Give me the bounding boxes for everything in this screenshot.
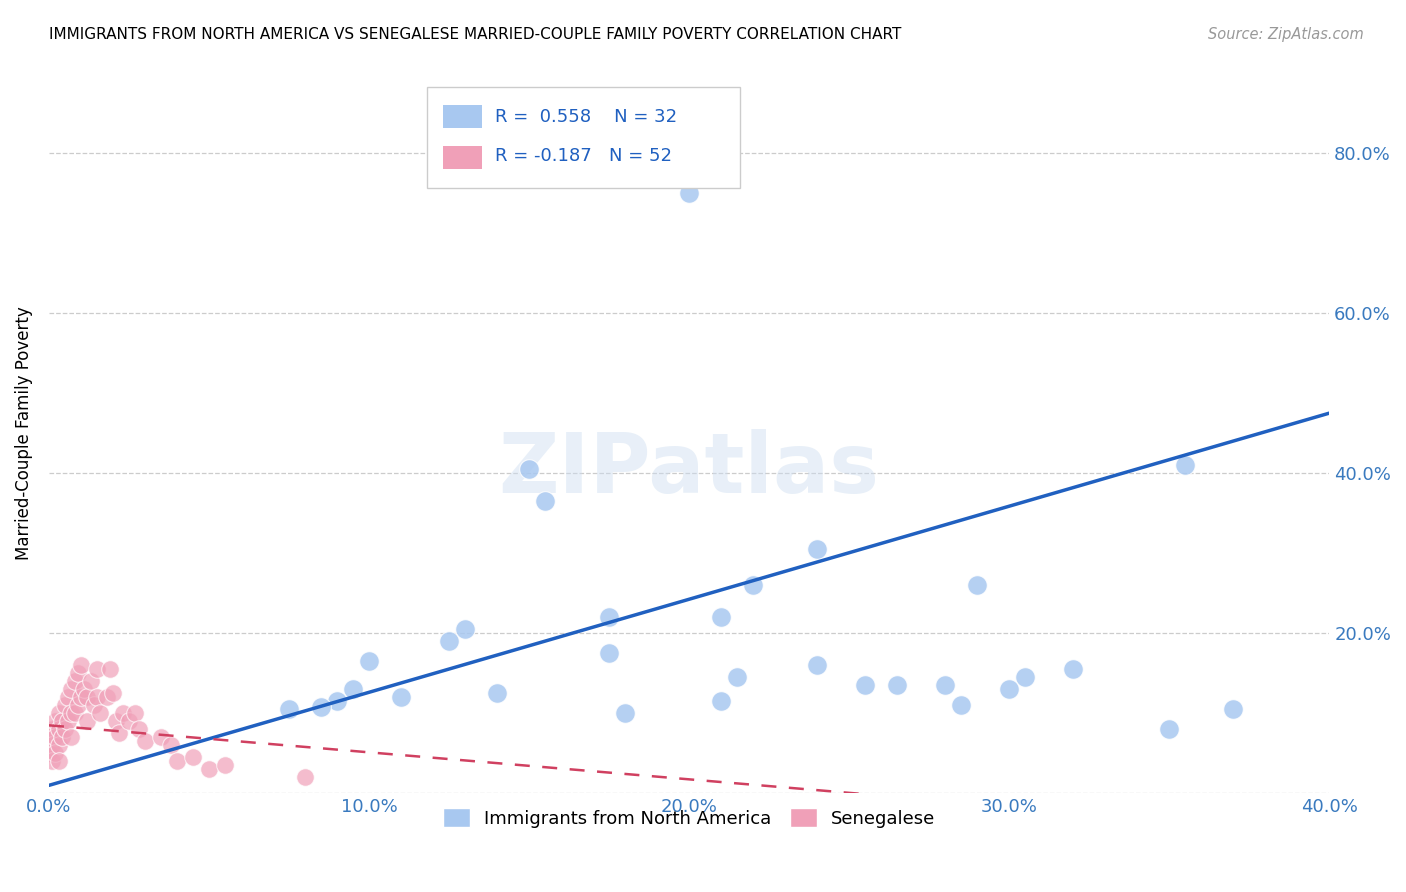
Point (934, 678, 956, 692)
Point (98, 662, 121, 676)
Point (41, 755, 63, 769)
Point (73, 682, 96, 697)
Point (44, 731, 66, 745)
Point (598, 610, 620, 624)
Point (38, 747, 60, 761)
Point (806, 542, 828, 557)
Point (710, 610, 733, 624)
Point (181, 750, 204, 764)
Point (83, 698, 105, 713)
Point (710, 694, 733, 708)
Point (124, 706, 146, 721)
Point (1159, 723, 1181, 737)
Point (111, 706, 134, 721)
Point (678, 186, 700, 200)
Point (53, 698, 76, 713)
Point (56, 690, 79, 705)
Point (517, 462, 540, 476)
Point (51, 714, 73, 729)
Point (198, 762, 221, 776)
Point (1174, 458, 1197, 473)
Point (486, 686, 509, 700)
Point (150, 731, 173, 745)
Point (806, 658, 828, 673)
Point (1014, 670, 1036, 684)
Point (79, 674, 101, 689)
Point (48, 739, 70, 753)
Point (48, 706, 70, 721)
Point (278, 702, 301, 716)
Point (76, 714, 98, 729)
FancyBboxPatch shape (443, 105, 482, 128)
Point (614, 706, 637, 721)
Point (853, 678, 876, 692)
FancyBboxPatch shape (443, 145, 482, 169)
Point (118, 714, 141, 729)
Text: IMMIGRANTS FROM NORTH AMERICA VS SENEGALESE MARRIED-COUPLE FAMILY POVERTY CORREL: IMMIGRANTS FROM NORTH AMERICA VS SENEGAL… (49, 27, 901, 42)
Point (41, 723, 63, 737)
Point (742, 578, 765, 592)
Point (105, 714, 128, 729)
Point (166, 755, 188, 769)
Point (66, 666, 89, 681)
Point (86, 662, 108, 676)
Point (44, 714, 66, 729)
Text: Source: ZipAtlas.com: Source: ZipAtlas.com (1208, 27, 1364, 42)
Point (63, 706, 86, 721)
Point (725, 670, 748, 684)
Point (48, 755, 70, 769)
Point (86, 690, 108, 705)
Point (128, 723, 150, 737)
Text: ZIPatlas: ZIPatlas (499, 429, 880, 509)
Point (159, 739, 181, 753)
Point (389, 690, 412, 705)
Point (56, 714, 79, 729)
Point (534, 494, 557, 508)
Point (326, 694, 349, 708)
Point (89, 706, 111, 721)
Text: R = -0.187   N = 52: R = -0.187 N = 52 (495, 147, 672, 165)
Point (1222, 702, 1244, 716)
Point (66, 698, 89, 713)
Point (48, 723, 70, 737)
Point (134, 734, 156, 748)
Point (101, 686, 124, 700)
Point (60, 706, 83, 721)
Legend: Immigrants from North America, Senegalese: Immigrants from North America, Senegales… (436, 801, 942, 835)
Point (38, 731, 60, 745)
FancyBboxPatch shape (426, 87, 741, 188)
Point (96, 690, 118, 705)
Point (598, 646, 620, 660)
Point (53, 723, 76, 737)
Text: R =  0.558    N = 32: R = 0.558 N = 32 (495, 108, 676, 126)
Point (41, 739, 63, 753)
Point (886, 678, 908, 692)
Point (60, 731, 83, 745)
Point (63, 674, 86, 689)
Point (44, 747, 66, 761)
Point (60, 682, 83, 697)
Point (1062, 662, 1084, 676)
Point (437, 634, 460, 648)
Point (108, 726, 131, 740)
Y-axis label: Married-Couple Family Poverty: Married-Couple Family Poverty (15, 306, 32, 560)
Point (51, 731, 73, 745)
Point (342, 682, 364, 697)
Point (309, 699, 332, 714)
Point (950, 698, 973, 713)
Point (214, 758, 236, 772)
Point (998, 682, 1021, 697)
Point (454, 622, 477, 636)
Point (294, 770, 316, 784)
Point (70, 690, 93, 705)
Point (357, 654, 380, 668)
Point (966, 578, 988, 592)
Point (70, 658, 93, 673)
Point (76, 690, 98, 705)
